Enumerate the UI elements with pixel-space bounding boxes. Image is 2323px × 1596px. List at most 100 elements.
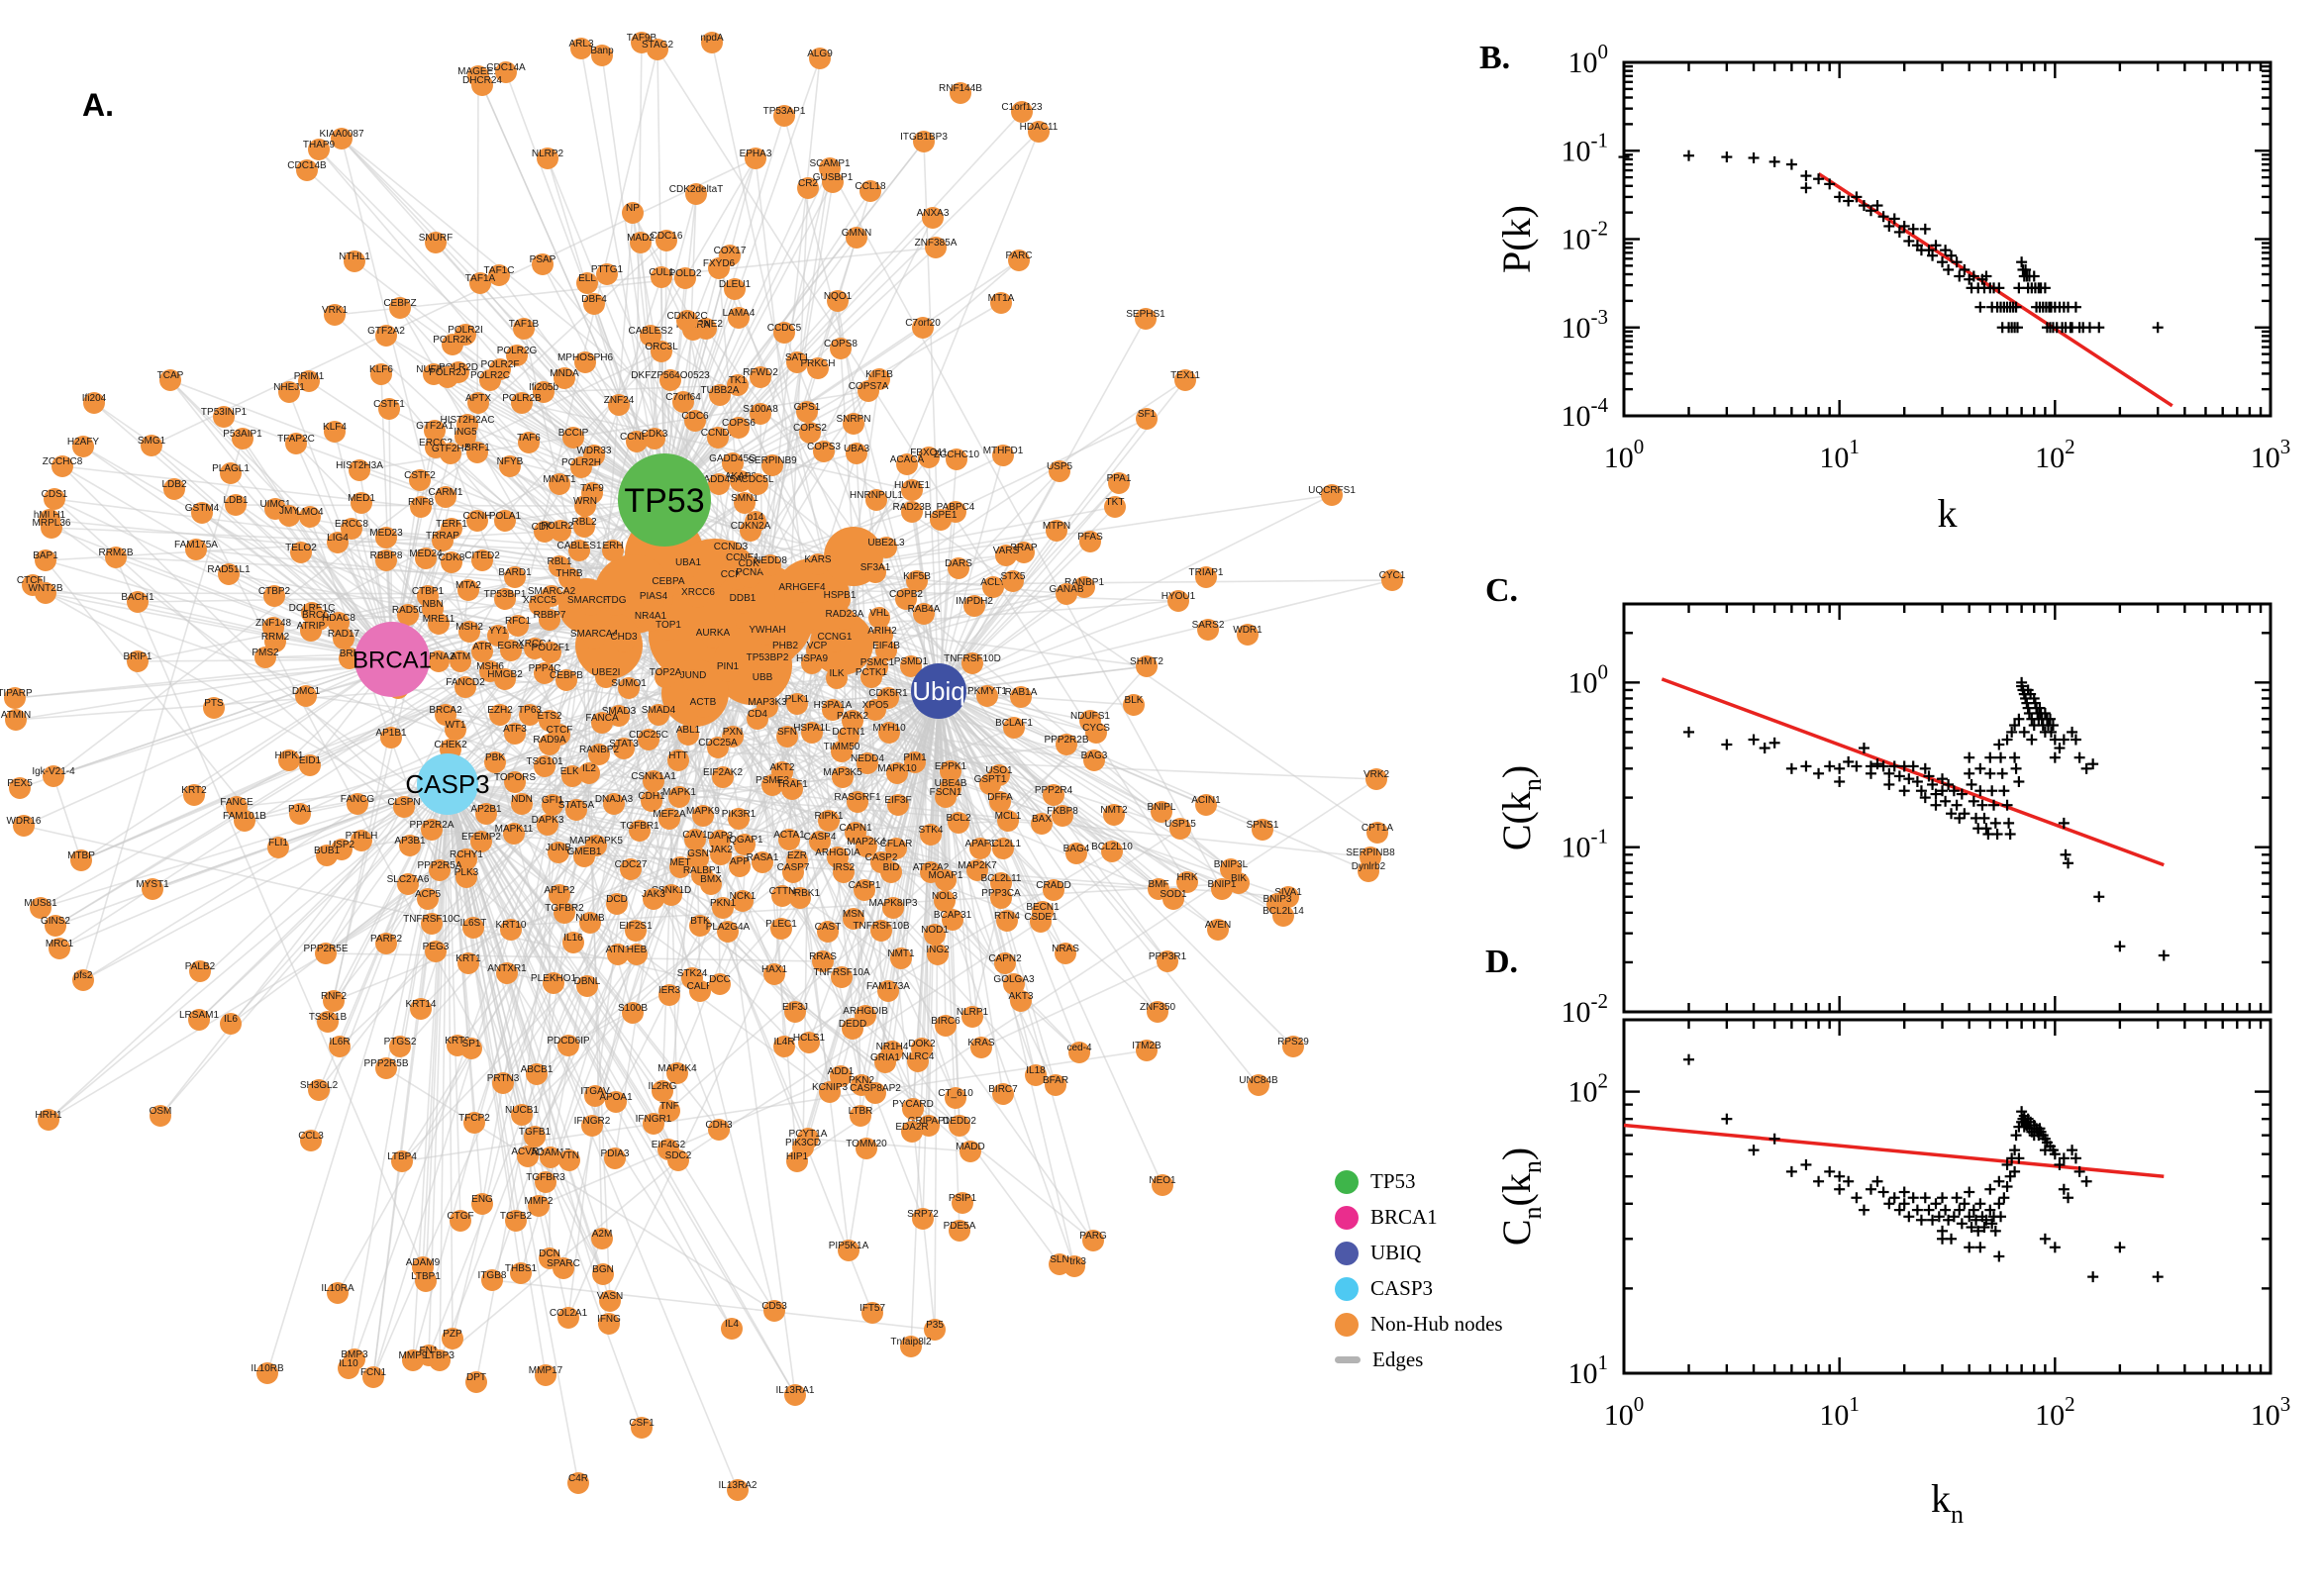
node-circle	[380, 727, 402, 748]
node-label: IL6	[224, 1014, 238, 1025]
node-circle	[428, 650, 450, 672]
node-label: PFAS	[1077, 532, 1103, 543]
node-label: HDAC8	[322, 613, 355, 624]
node-circle	[574, 351, 596, 373]
node-label: NEDD4	[851, 753, 884, 764]
node-label: CASP8AP2	[850, 1083, 901, 1094]
node-circle	[542, 794, 563, 816]
node-label: CDK8	[439, 552, 465, 563]
node-circle	[429, 1349, 451, 1371]
node-circle	[375, 527, 397, 549]
node-label: TP53BP2	[747, 652, 789, 663]
node-label: TNFRSF10A	[813, 967, 870, 978]
node-label: VRK2	[1364, 769, 1390, 780]
node-circle	[708, 1119, 730, 1141]
edge	[938, 690, 1188, 883]
node-circle	[739, 566, 760, 588]
edge	[938, 690, 1135, 706]
node-label: IL2	[582, 763, 596, 774]
node-circle	[602, 540, 624, 561]
node-label: CYCS	[1082, 723, 1110, 734]
node-label: NMT2	[1100, 805, 1128, 816]
node-label: DAPK3	[532, 815, 564, 826]
scatter-points	[1683, 676, 2170, 961]
node-circle	[1083, 749, 1105, 771]
node-circle	[960, 1141, 981, 1162]
node-circle	[435, 486, 456, 508]
node-circle	[722, 452, 744, 474]
node-circle	[460, 1038, 482, 1059]
node-circle	[496, 962, 518, 984]
node-label: RNF2	[321, 991, 348, 1002]
node-circle	[857, 752, 878, 774]
node-label: BRCC3	[302, 610, 336, 621]
node-circle	[1010, 990, 1032, 1012]
node-circle	[832, 766, 854, 788]
node-label: DNAJA3	[595, 794, 634, 805]
node-circle	[969, 838, 991, 859]
node-circle	[375, 325, 397, 347]
node-label: SMAD3	[602, 706, 637, 717]
edge	[691, 595, 813, 979]
node-label: FSCN1	[930, 787, 962, 798]
node-circle	[833, 861, 855, 883]
node-circle	[554, 367, 575, 389]
node-label: ALG9	[807, 49, 833, 59]
node-label: PZP	[443, 1329, 462, 1340]
node-label: S100A8	[743, 404, 778, 415]
node-circle	[264, 631, 286, 652]
edge	[538, 1075, 842, 1207]
node-label: DCLRE1C	[289, 603, 336, 614]
node-label: CTCFL	[17, 575, 50, 586]
node-circle	[511, 793, 533, 815]
node-circle	[557, 1307, 579, 1329]
node-circle	[558, 567, 580, 589]
node-circle	[421, 913, 443, 935]
node-circle	[203, 697, 225, 719]
plot-frame	[1622, 60, 2272, 418]
node-label: IL16	[563, 933, 583, 944]
node-circle	[540, 1147, 561, 1168]
node-label: BMP3	[341, 1349, 368, 1360]
node-circle	[43, 765, 64, 787]
node-label: HRH1	[35, 1110, 62, 1121]
node-circle	[1008, 249, 1030, 271]
node-circle	[467, 392, 489, 414]
node-label: POLR2H	[561, 457, 601, 468]
node-label: SHMT2	[1130, 656, 1163, 667]
node-label: TELO2	[285, 543, 317, 553]
node-circle	[970, 1037, 992, 1058]
node-circle	[393, 796, 415, 818]
edge	[412, 645, 610, 1361]
node-circle	[570, 456, 592, 478]
node-circle	[684, 410, 706, 432]
node-circle	[992, 445, 1014, 466]
node-label: CCNE2	[689, 319, 723, 330]
node-label: COPS7A	[849, 381, 889, 392]
node-circle	[990, 887, 1012, 909]
node-circle	[644, 428, 665, 449]
node-circle	[35, 549, 56, 571]
node-circle	[289, 803, 311, 825]
edge	[40, 783, 449, 909]
node-circle	[1013, 542, 1035, 563]
node-label: PRIM1	[294, 371, 325, 382]
node-circle	[299, 506, 321, 528]
node-label: XRCC5	[523, 595, 556, 606]
node-label: TIPARP	[0, 688, 33, 699]
node-label: APAF1	[965, 839, 996, 849]
node-label: AURKA	[696, 628, 731, 639]
node-circle	[757, 651, 778, 673]
edge	[439, 783, 449, 1361]
node-circle	[1031, 813, 1053, 835]
node-circle	[504, 566, 526, 588]
node-label: CT_610	[938, 1088, 973, 1099]
node-label: SMG1	[138, 436, 166, 447]
node-label: MOAP1	[928, 870, 962, 881]
node-label: RALBP1	[683, 865, 722, 876]
node-label: SNURF	[419, 233, 453, 244]
node-label: PEG3	[423, 942, 450, 952]
node-label: GFI1	[542, 795, 564, 806]
edge	[663, 187, 809, 501]
node-label: HMGB2	[487, 669, 523, 680]
